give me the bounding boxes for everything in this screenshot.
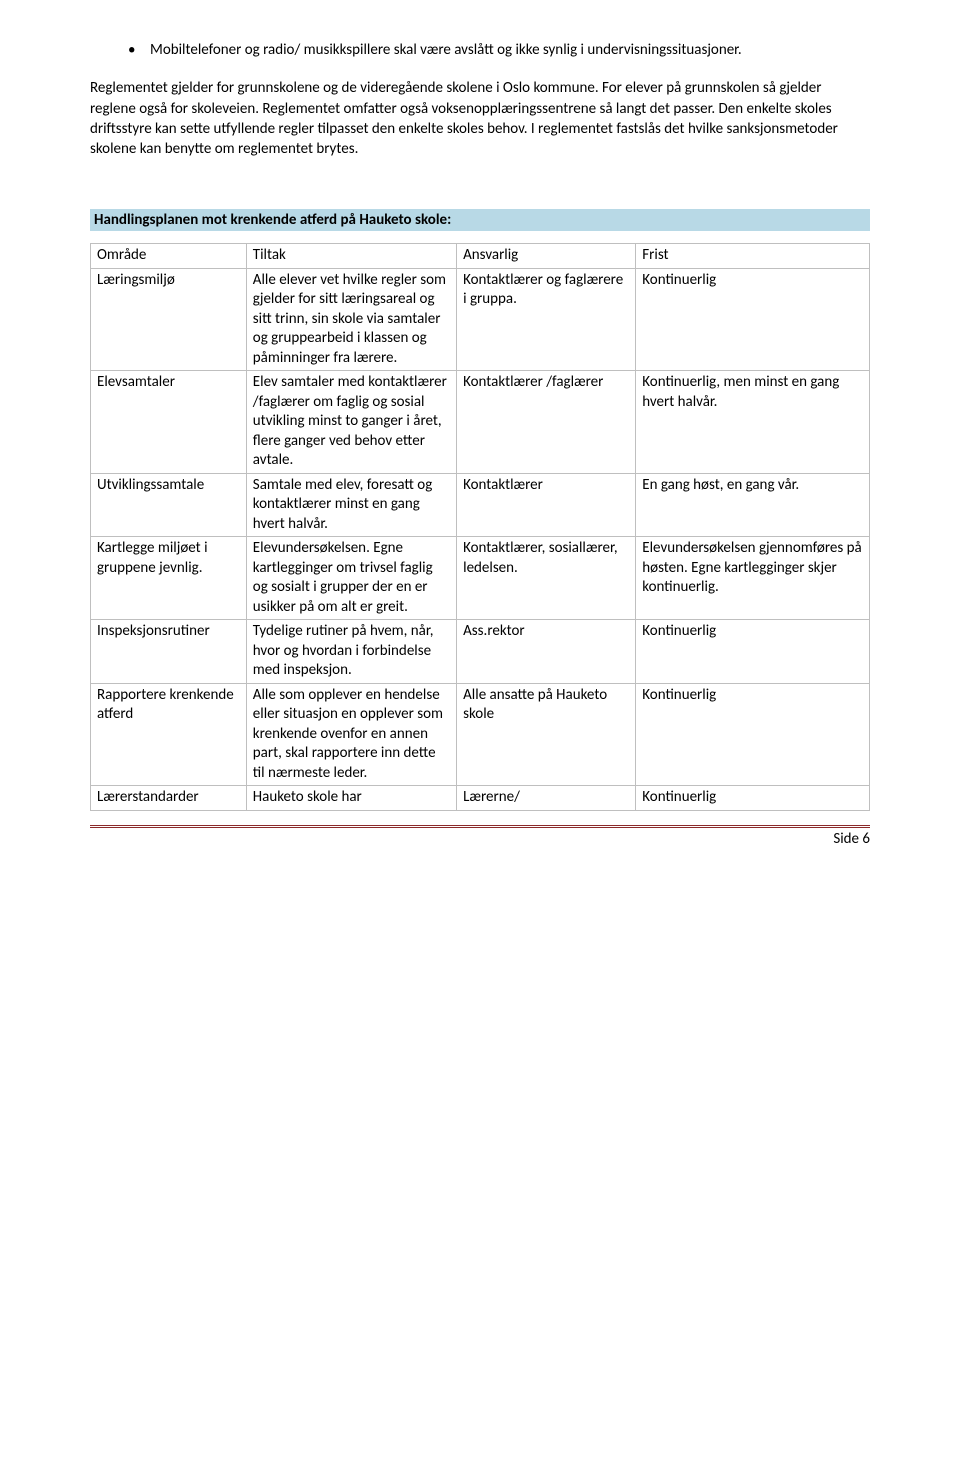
page-number: Side 6: [833, 830, 870, 848]
paragraph-text: Reglementet gjelder for grunnskolene og …: [90, 79, 838, 158]
table-cell: Kontaktlærer /faglærer: [457, 371, 636, 474]
table-cell: Kontaktlærer: [457, 473, 636, 537]
table-header: Ansvarlig: [457, 244, 636, 269]
table-cell: Lærerne/: [457, 786, 636, 811]
section-heading-text: Handlingsplanen mot krenkende atferd på …: [94, 211, 451, 229]
table-cell: Hauketo skole har: [246, 786, 456, 811]
table-cell: Elev samtaler med kontaktlærer /faglærer…: [246, 371, 456, 474]
bullet-list: Mobiltelefoner og radio/ musikkspillere …: [90, 40, 870, 60]
table-row: Utviklingssamtale Samtale med elev, fore…: [91, 473, 870, 537]
bullet-text: Mobiltelefoner og radio/ musikkspillere …: [150, 41, 742, 59]
bullet-item: Mobiltelefoner og radio/ musikkspillere …: [128, 40, 870, 60]
table-cell: Kontinuerlig: [636, 620, 870, 684]
page-container: Mobiltelefoner og radio/ musikkspillere …: [0, 0, 960, 878]
table-cell: Kontinuerlig: [636, 683, 870, 786]
table-cell: Ass.rektor: [457, 620, 636, 684]
table-cell: Alle elever vet hvilke regler som gjelde…: [246, 268, 456, 371]
table-cell: Utviklingssamtale: [91, 473, 247, 537]
table-row: Læringsmiljø Alle elever vet hvilke regl…: [91, 268, 870, 371]
table-row: Elevsamtaler Elev samtaler med kontaktlæ…: [91, 371, 870, 474]
section-heading: Handlingsplanen mot krenkende atferd på …: [90, 209, 870, 231]
table-row: Lærerstandarder Hauketo skole har Lærern…: [91, 786, 870, 811]
table-cell: Kartlegge miljøet i gruppene jevnlig.: [91, 537, 247, 620]
table-cell: Elevsamtaler: [91, 371, 247, 474]
table-cell: Kontinuerlig, men minst en gang hvert ha…: [636, 371, 870, 474]
table-header: Område: [91, 244, 247, 269]
page-footer: Side 6: [90, 825, 870, 848]
body-paragraph: Reglementet gjelder for grunnskolene og …: [90, 78, 870, 159]
plan-table: Område Tiltak Ansvarlig Frist Læringsmil…: [90, 243, 870, 811]
table-cell: Samtale med elev, foresatt og kontaktlær…: [246, 473, 456, 537]
table-row: Rapportere krenkende atferd Alle som opp…: [91, 683, 870, 786]
table-cell: Tydelige rutiner på hvem, når, hvor og h…: [246, 620, 456, 684]
table-cell: Alle ansatte på Hauketo skole: [457, 683, 636, 786]
table-cell: Kontaktlærer og faglærere i gruppa.: [457, 268, 636, 371]
table-cell: Inspeksjonsrutiner: [91, 620, 247, 684]
table-cell: En gang høst, en gang vår.: [636, 473, 870, 537]
table-header: Frist: [636, 244, 870, 269]
table-cell: Læringsmiljø: [91, 268, 247, 371]
table-header-row: Område Tiltak Ansvarlig Frist: [91, 244, 870, 269]
table-header: Tiltak: [246, 244, 456, 269]
table-row: Inspeksjonsrutiner Tydelige rutiner på h…: [91, 620, 870, 684]
table-cell: Lærerstandarder: [91, 786, 247, 811]
table-cell: Kontinuerlig: [636, 268, 870, 371]
table-cell: Elevundersøkelsen. Egne kartlegginger om…: [246, 537, 456, 620]
table-cell: Alle som opplever en hendelse eller situ…: [246, 683, 456, 786]
table-cell: Kontaktlærer, sosiallærer, ledelsen.: [457, 537, 636, 620]
table-row: Kartlegge miljøet i gruppene jevnlig. El…: [91, 537, 870, 620]
table-cell: Rapportere krenkende atferd: [91, 683, 247, 786]
table-cell: Elevundersøkelsen gjennomføres på høsten…: [636, 537, 870, 620]
table-cell: Kontinuerlig: [636, 786, 870, 811]
